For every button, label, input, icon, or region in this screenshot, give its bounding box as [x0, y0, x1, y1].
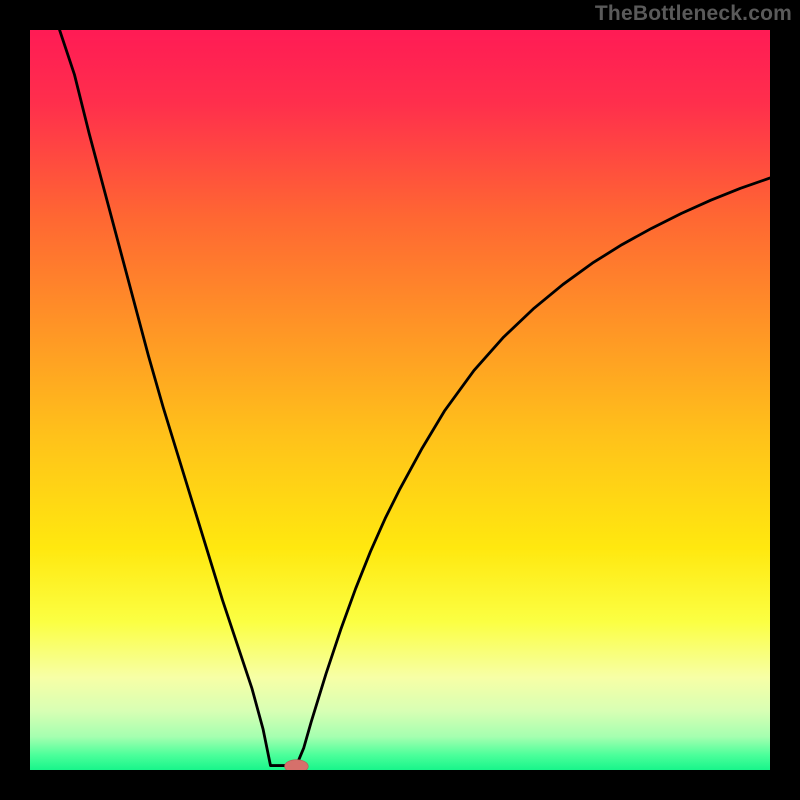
- watermark-label: TheBottleneck.com: [595, 2, 792, 26]
- bottleneck-curve-chart: [0, 0, 800, 800]
- gradient-background: [30, 30, 770, 770]
- plot-area: [30, 30, 770, 773]
